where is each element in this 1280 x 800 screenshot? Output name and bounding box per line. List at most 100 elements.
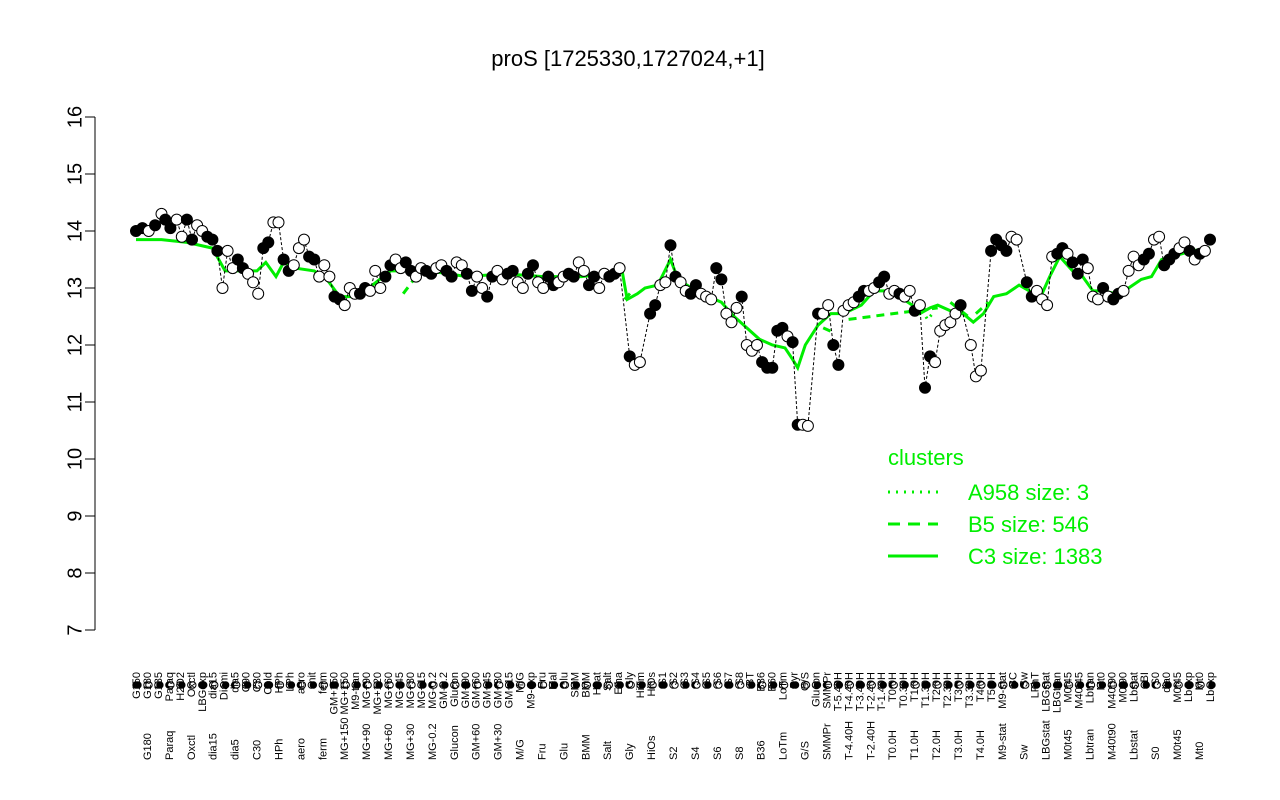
x-tick-label: S3 — [679, 672, 691, 685]
x-tick-label: T3.30H — [964, 672, 976, 708]
x-tick-label-bottom: S2 — [668, 747, 680, 760]
data-point — [1041, 299, 1054, 312]
x-tick-label: S4 — [690, 672, 702, 685]
x-tick-marker — [408, 681, 416, 689]
data-point — [471, 270, 483, 283]
x-tick-label: GM+15 — [504, 672, 516, 708]
x-tick-label: G/S — [800, 672, 812, 691]
x-tick-marker — [506, 681, 515, 689]
x-tick-label: M9-tran — [350, 672, 362, 710]
x-tick-label: G150 — [131, 672, 143, 699]
x-tick-label: Pyr — [789, 672, 801, 689]
x-tick-label-bottom: MG-0.2 — [427, 723, 439, 760]
x-tick-label: Diami — [219, 672, 231, 700]
data-point — [705, 293, 718, 306]
y-tick-label: 13 — [64, 277, 86, 299]
x-tick-label-bottom: M0t45 — [1063, 729, 1075, 760]
x-tick-label: G180 — [142, 672, 154, 699]
x-tick-marker — [474, 681, 482, 689]
x-tick-label: GM+60 — [471, 672, 483, 708]
x-tick-label-bottom: T-4.40H — [843, 721, 855, 760]
data-point — [1122, 264, 1135, 277]
x-tick-label-bottom: G180 — [142, 733, 154, 760]
x-tick-label-bottom: SMMPr — [821, 723, 833, 760]
x-tick-label: dia5 — [230, 672, 242, 693]
x-tick-label: S6 — [712, 672, 724, 685]
x-tick-label-bottom: GM+60 — [471, 724, 483, 760]
data-point — [186, 233, 198, 246]
x-tick-label: BT — [745, 672, 757, 686]
data-point — [1020, 276, 1033, 289]
data-point — [364, 284, 377, 297]
x-tick-marker — [846, 681, 855, 689]
y-tick-label: 11 — [64, 392, 86, 413]
x-tick-label-bottom: Glu — [558, 743, 570, 760]
x-tick-label-bottom: M/G — [515, 739, 527, 760]
data-point — [919, 381, 931, 394]
series-line-b5 — [949, 301, 970, 318]
x-tick-label-bottom: S6 — [712, 747, 724, 760]
series-line-a958 — [921, 310, 934, 322]
x-tick-marker — [463, 681, 471, 689]
x-tick-marker — [386, 681, 394, 689]
x-tick-label-bottom: Lbtran — [1084, 729, 1096, 760]
y-tick-label: 15 — [64, 163, 86, 185]
axes: 7 8 9 10 11 12 13 14 15 16 — [64, 106, 96, 636]
x-tick-label-bottom: T1.0H — [909, 730, 921, 760]
x-tick-label-bottom: S4 — [690, 747, 702, 760]
x-tick-label: GM+30 — [493, 672, 505, 708]
x-tick-label: MG+30 — [405, 672, 417, 708]
data-point — [954, 299, 967, 312]
x-tick-label: Glu — [558, 672, 570, 689]
x-tick-marker — [802, 681, 811, 689]
data-point — [1081, 262, 1094, 275]
x-tick-marker — [791, 681, 800, 689]
x-tick-label: S8 — [734, 672, 746, 685]
data-point — [445, 270, 458, 283]
x-tick-label: Lbstat — [1128, 672, 1140, 702]
x-tick-marker — [517, 681, 526, 689]
x-tick-label: GM-0.2 — [438, 672, 450, 709]
x-tick-marker — [309, 681, 318, 689]
x-tick-marker — [145, 681, 153, 689]
chart-title: proS [1725330,1727024,+1] — [491, 46, 764, 71]
x-tick-label: T0.30H — [898, 672, 910, 708]
data-point — [323, 270, 336, 283]
x-tick-label: S1 — [657, 672, 669, 685]
x-tick-marker — [298, 681, 307, 689]
x-tick-label: T-2.40H — [865, 672, 877, 711]
x-tick-label: T-1.40H — [876, 672, 888, 711]
x-tick-label: Mt0 — [1194, 672, 1206, 690]
x-tick-label: MG+90 — [361, 672, 373, 708]
x-tick-label: GM+45 — [482, 672, 494, 708]
x-tick-label: Sw — [1019, 672, 1031, 687]
x-tick-marker — [528, 681, 537, 689]
data-point — [537, 282, 550, 294]
x-tick-marker — [780, 681, 789, 689]
x-tick-label-bottom: Fru — [536, 744, 548, 761]
x-tick-marker — [452, 681, 460, 689]
data-point — [287, 259, 300, 272]
x-tick-label: LPh — [284, 672, 296, 692]
x-tick-label-bottom: GM+30 — [493, 724, 505, 760]
data-point — [633, 356, 646, 369]
x-tick-label: HPh — [273, 672, 285, 693]
data-point — [481, 290, 494, 303]
series-line-b5 — [822, 326, 837, 335]
legend: clusters A958 size: 3 B5 size: 546 C3 size… — [888, 445, 1103, 569]
data-point — [221, 244, 234, 257]
x-tick-label: Glucon — [449, 672, 461, 707]
data-point — [516, 282, 529, 294]
x-tick-label-bottom: LoTm — [778, 732, 790, 760]
x-tick-marker — [758, 681, 767, 689]
x-tick-marker — [934, 681, 942, 689]
x-tick-label-bottom: ferm — [317, 738, 329, 760]
x-tick-label: Mt0 — [1095, 672, 1107, 690]
x-tick-marker — [430, 681, 438, 689]
x-tick-label: HiOs — [646, 672, 658, 697]
x-tick-marker — [243, 681, 252, 689]
x-tick-label: Heat — [591, 672, 603, 695]
x-tick-marker — [265, 681, 274, 689]
data-point — [247, 276, 260, 289]
x-tick-marker — [879, 681, 887, 689]
